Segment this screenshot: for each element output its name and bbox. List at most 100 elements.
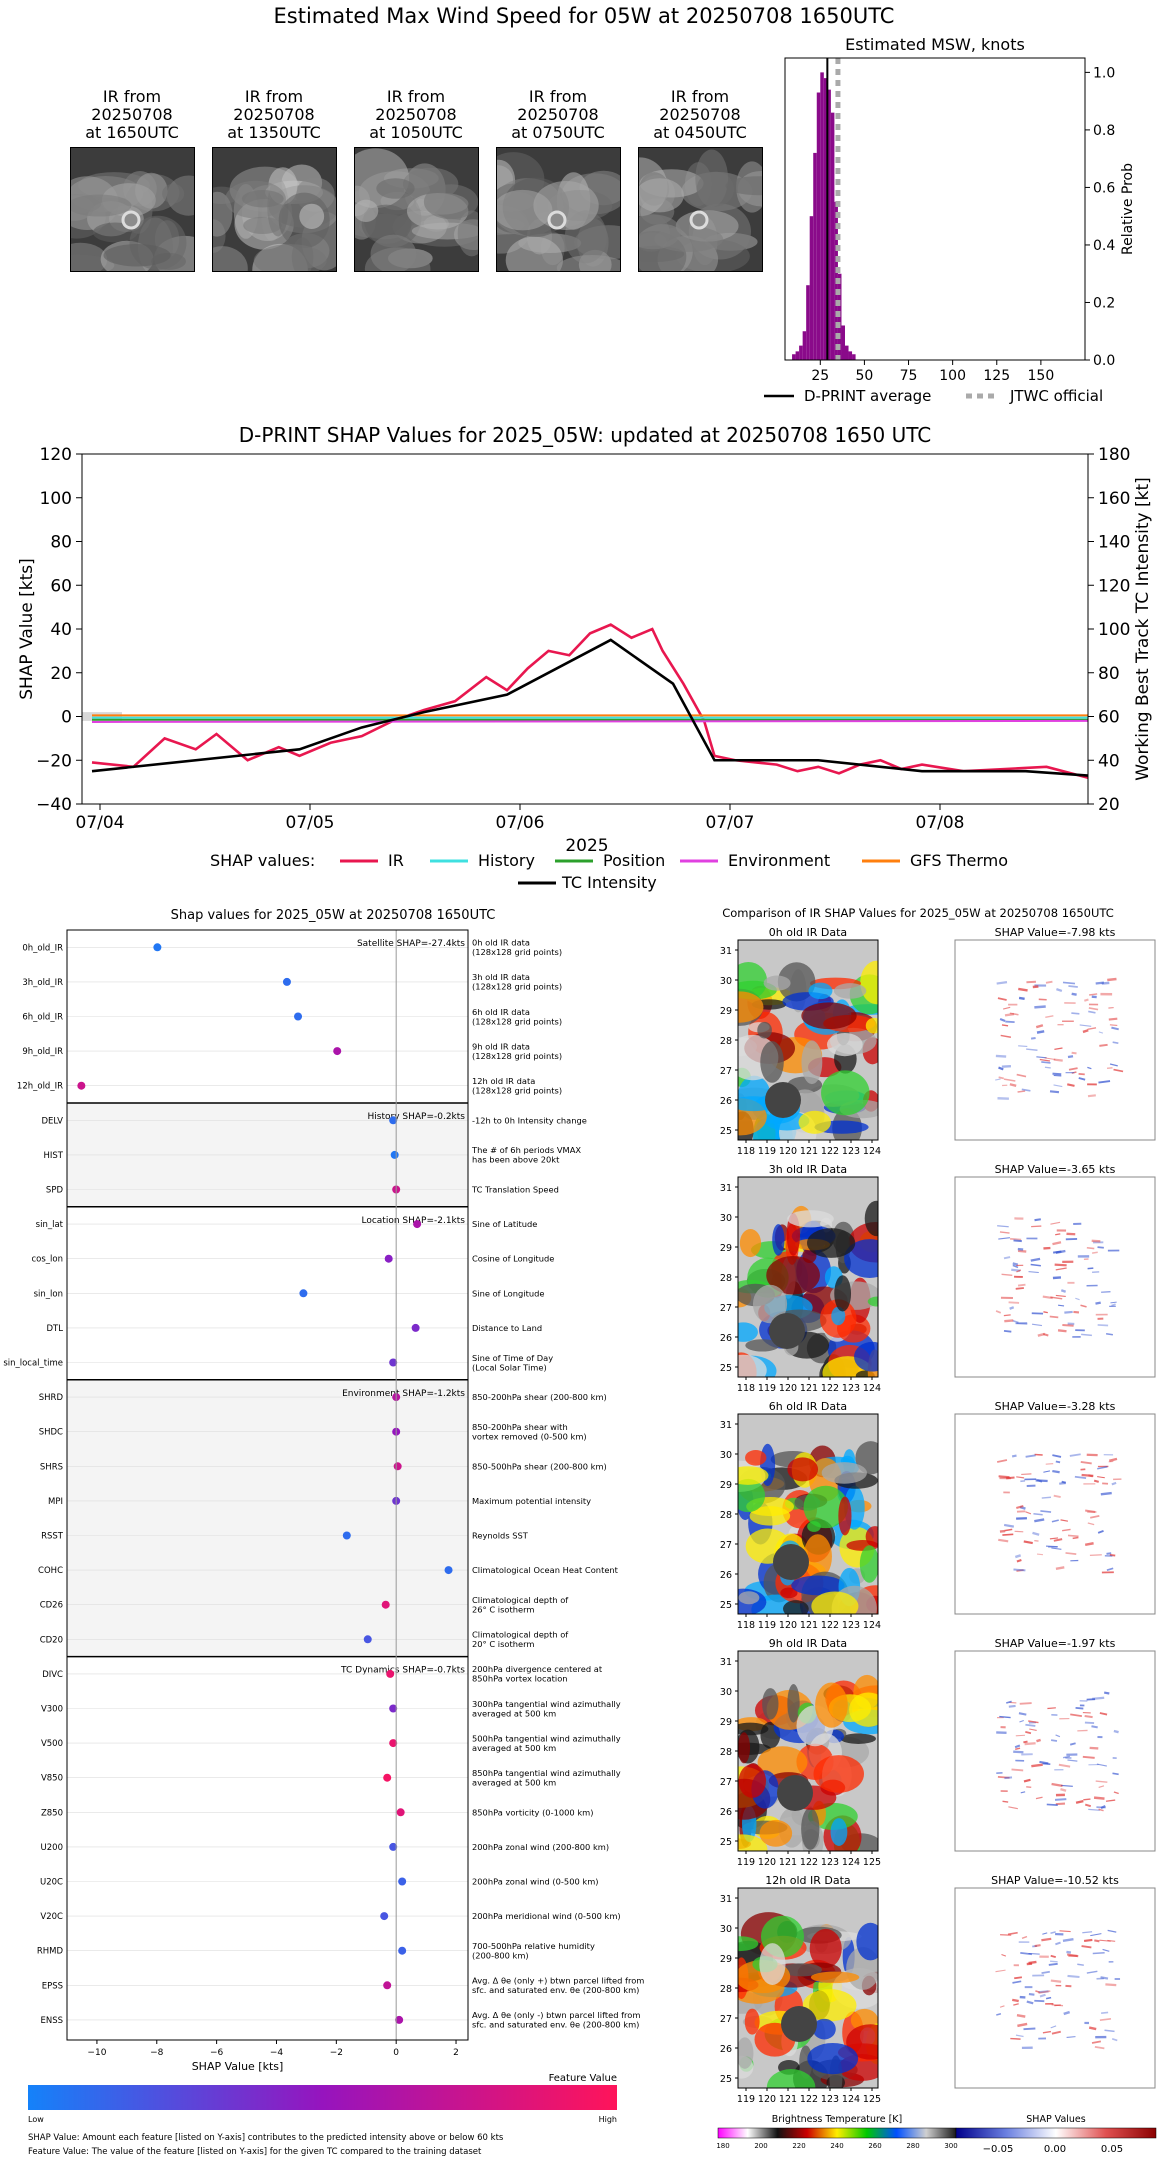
- ir-blob: [777, 962, 816, 1002]
- ir-blob: [781, 1963, 823, 1977]
- shap-stroke: [998, 1066, 1004, 1071]
- shap-point: [77, 1081, 86, 1090]
- x-tick-label: −6: [210, 2048, 224, 2058]
- ir-blob: [738, 1322, 758, 1342]
- ir-x-tick-label: 121: [779, 2094, 797, 2105]
- sv-colorbar: [955, 2127, 1157, 2139]
- shap-stroke: [1088, 2026, 1097, 2031]
- shap-point: [389, 1842, 398, 1851]
- shap-stroke: [1025, 1454, 1036, 1458]
- shap-stroke: [1032, 1531, 1040, 1536]
- ir-y-tick-label: 25: [720, 1363, 732, 1374]
- shap-stroke: [1025, 1511, 1032, 1515]
- feature-desc: 200hPa zonal wind (200-800 km): [472, 1842, 609, 1852]
- section-title: Location SHAP=-2.1kts: [361, 1216, 465, 1226]
- feature-name: HIST: [44, 1151, 64, 1161]
- ir-blob: [760, 1041, 784, 1083]
- shap-stroke: [1034, 1944, 1041, 1948]
- sv-colorbar-title: SHAP Values: [1026, 2114, 1086, 2125]
- shap-panel-frame: [954, 939, 1156, 1141]
- shap-stroke: [999, 2005, 1005, 2008]
- legend-label: History: [478, 851, 535, 870]
- shap-stroke: [1099, 1712, 1108, 1716]
- hist-bar: [841, 325, 845, 360]
- shap-stroke: [1058, 1304, 1065, 1307]
- sv-tick-label: 0.05: [1101, 2144, 1123, 2155]
- ir-y-tick-label: 27: [720, 1303, 732, 1314]
- y-left-tick-label: 80: [50, 533, 72, 553]
- shap-stroke: [1097, 1466, 1108, 1470]
- x-tick-label: 50: [855, 368, 873, 384]
- shap-stroke: [1090, 1933, 1102, 1937]
- ir-storm-core: [781, 2006, 817, 2042]
- feature-shap-chart: Shap values for 2025_05W at 20250708 165…: [3, 908, 644, 2157]
- y-left-tick-label: −40: [36, 795, 72, 815]
- shap-stroke: [1021, 1935, 1028, 1940]
- ir-eye: [689, 210, 709, 230]
- feature-name: COHC: [38, 1566, 63, 1576]
- ir-blob: [808, 982, 833, 1000]
- ir-blob: [762, 1688, 779, 1720]
- ir-storm-core: [777, 1775, 813, 1811]
- shap-stroke: [1107, 977, 1117, 982]
- shap-stroke: [1087, 1522, 1095, 1526]
- shap-stroke: [1111, 2038, 1118, 2042]
- shap-stroke: [997, 997, 1007, 1001]
- y-right-tick-label: 140: [1098, 533, 1130, 553]
- colorbar-title: Feature Value: [549, 2073, 617, 2084]
- shap-stroke: [1097, 1529, 1104, 1534]
- ir-blob: [738, 1936, 759, 1952]
- ir-y-tick-label: 31: [720, 1894, 732, 1905]
- ir-x-tick-label: 125: [863, 1857, 881, 1868]
- legend-title: SHAP values:: [210, 851, 315, 870]
- feature-desc: Climatological depth of: [472, 1630, 569, 1640]
- ir-y-tick-label: 28: [720, 1510, 732, 1521]
- feature-name: CD20: [40, 1635, 63, 1645]
- series-line-environment: [91, 719, 1089, 723]
- shap-stroke: [1084, 998, 1089, 1002]
- bt-tick-label: 180: [716, 2142, 729, 2150]
- shap-stroke: [1052, 1469, 1060, 1474]
- shap-stroke: [1068, 985, 1078, 988]
- shap-stroke: [1054, 1047, 1063, 1050]
- feature-desc: vortex removed (0-500 km): [472, 1431, 587, 1441]
- y-right-axis-label: Working Best Track TC Intensity [kt]: [1133, 477, 1153, 781]
- shap-stroke: [1004, 1012, 1015, 1017]
- ir-y-tick-label: 25: [720, 1600, 732, 1611]
- shap-stroke: [1099, 1043, 1108, 1047]
- shap-stroke: [1036, 1056, 1047, 1059]
- shap-stroke: [1031, 1323, 1043, 1327]
- ir-x-tick-label: 120: [779, 1146, 797, 1157]
- ir-blob: [840, 1733, 876, 1744]
- feature-desc: 200hPa divergence centered at: [472, 1664, 603, 1674]
- shap-stroke: [1047, 1707, 1056, 1710]
- feature-desc: 20° C isotherm: [472, 1639, 534, 1649]
- shap-stroke: [1042, 1932, 1048, 1935]
- ir-blob: [749, 1506, 791, 1526]
- y-left-tick-label: 40: [50, 620, 72, 640]
- feature-desc: 500hPa tangential wind azimuthally: [472, 1733, 621, 1743]
- ir-thumb-svg: [71, 148, 194, 271]
- y-axis-label: Relative Prob: [1120, 163, 1136, 255]
- shap-stroke: [1041, 1937, 1052, 1942]
- ir-blob: [744, 2008, 760, 2035]
- shap-stroke: [1097, 1476, 1105, 1479]
- shap-stroke: [1017, 2022, 1028, 2028]
- shap-stroke: [1077, 1963, 1084, 1966]
- shap-stroke: [1008, 1806, 1018, 1810]
- ir-blob: [738, 991, 764, 1023]
- ir-y-tick-label: 25: [720, 1837, 732, 1848]
- ir-blob: [787, 1210, 834, 1228]
- ir-blob: [738, 2037, 754, 2069]
- shap-stroke: [999, 1017, 1006, 1023]
- ir-y-tick-label: 29: [720, 1006, 732, 1017]
- shap-point: [444, 1566, 453, 1575]
- shap-stroke: [1061, 1480, 1067, 1484]
- ir-blob: [745, 1339, 780, 1352]
- shap-stroke: [1026, 1048, 1038, 1051]
- ir-y-tick-label: 26: [720, 2044, 732, 2055]
- x-tick-label: −8: [150, 2048, 164, 2058]
- ir-blob: [780, 1587, 798, 1599]
- ir-panel-image: [738, 1177, 878, 1377]
- ir-x-tick-label: 122: [821, 1383, 839, 1394]
